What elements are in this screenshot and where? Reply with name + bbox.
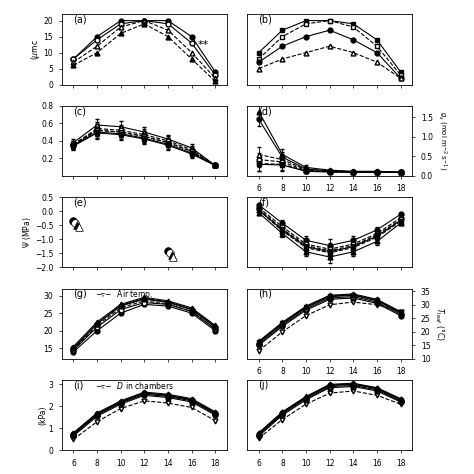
Text: **: ** xyxy=(197,40,209,50)
Point xyxy=(72,219,79,227)
Y-axis label: $T_{\mathrm{leaf}}$ (°C): $T_{\mathrm{leaf}}$ (°C) xyxy=(433,307,446,340)
Point xyxy=(70,217,77,225)
Text: (i): (i) xyxy=(73,381,83,391)
Y-axis label: ($\mu$mc: ($\mu$mc xyxy=(29,39,42,60)
Point xyxy=(168,251,175,258)
Text: $-\!\triangledown\!-$  Air temp.: $-\!\triangledown\!-$ Air temp. xyxy=(95,288,153,301)
Text: (d): (d) xyxy=(258,106,272,116)
Text: (f): (f) xyxy=(258,198,270,208)
Text: (j): (j) xyxy=(258,381,269,391)
Text: (b): (b) xyxy=(258,15,273,25)
Text: (c): (c) xyxy=(73,106,86,116)
Text: (e): (e) xyxy=(73,198,87,208)
Y-axis label: (kPa): (kPa) xyxy=(38,405,47,425)
Y-axis label: $\Psi$ (MPa): $\Psi$ (MPa) xyxy=(21,217,33,248)
Text: (a): (a) xyxy=(73,15,87,25)
Point xyxy=(164,247,172,255)
Point xyxy=(166,249,173,256)
Point xyxy=(75,223,82,230)
Point xyxy=(73,221,81,228)
Y-axis label: $g_s$ (mol m$^{-2}$ s$^{-1}$): $g_s$ (mol m$^{-2}$ s$^{-1}$) xyxy=(436,111,448,171)
Text: (g): (g) xyxy=(73,289,87,299)
Point xyxy=(170,253,177,261)
Text: (h): (h) xyxy=(258,289,273,299)
Text: $-\!\triangledown\!-$  $D$ in chambers: $-\!\triangledown\!-$ $D$ in chambers xyxy=(95,380,173,391)
